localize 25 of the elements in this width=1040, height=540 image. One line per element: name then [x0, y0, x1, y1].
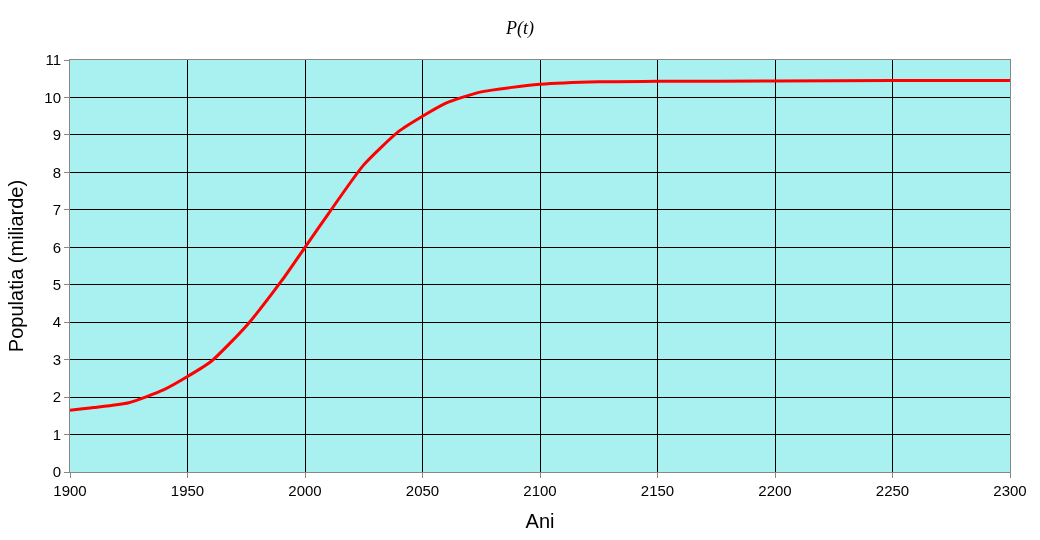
y-tick-label: 10 — [44, 88, 61, 106]
y-tick-label: 7 — [52, 201, 61, 219]
y-tick-label: 0 — [52, 463, 61, 481]
x-tick-label: 2150 — [640, 482, 675, 499]
chart-title: P(t) — [505, 18, 534, 40]
y-tick-label: 9 — [52, 126, 61, 144]
y-tick-label: 3 — [52, 350, 61, 368]
y-tick-label: 11 — [45, 51, 61, 69]
y-tick-label: 4 — [52, 313, 61, 331]
x-tick-label: 1950 — [170, 482, 205, 499]
x-tick-label: 2050 — [405, 482, 440, 499]
x-tick-label: 2200 — [758, 482, 792, 499]
x-tick-label: 2250 — [875, 482, 910, 499]
y-tick-label: 5 — [52, 275, 61, 293]
y-tick-label: 1 — [52, 425, 61, 443]
x-tick-label: 2000 — [288, 482, 322, 499]
x-tick-label: 2300 — [993, 482, 1027, 499]
y-tick-label: 6 — [52, 238, 61, 256]
x-tick-label: 1900 — [53, 482, 87, 499]
x-axis-title: Ani — [525, 509, 555, 532]
y-tick-label: 8 — [52, 163, 61, 181]
y-axis-title: Populatia (miliarde) — [4, 179, 27, 353]
line-series — [70, 79, 1010, 412]
y-tick-label: 2 — [52, 388, 61, 406]
x-tick-label: 2100 — [523, 482, 557, 499]
